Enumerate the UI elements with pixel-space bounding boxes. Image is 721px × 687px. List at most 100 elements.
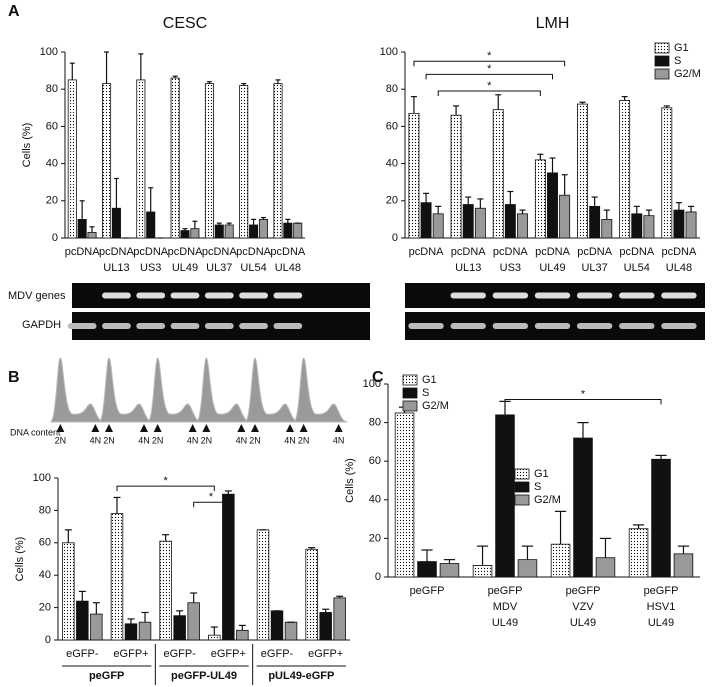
legend-label: G1 <box>422 374 437 386</box>
gel-band <box>273 292 303 299</box>
significance-bracket <box>116 485 215 492</box>
y-tick-label: 0 <box>45 634 51 646</box>
gel-band <box>450 292 486 299</box>
bar <box>214 224 224 239</box>
x-tick-label: eGFP+ <box>308 648 343 660</box>
x-tick-label: pcDNA <box>662 246 698 258</box>
peak-marker <box>153 424 162 432</box>
error-bar <box>92 602 100 615</box>
bar <box>394 412 415 578</box>
error-bar <box>645 209 652 216</box>
y-tick-label: 40 <box>369 494 381 506</box>
bar <box>472 565 493 578</box>
x-tick-label: eGFP- <box>163 648 196 660</box>
error-bar <box>322 608 330 613</box>
bar <box>258 218 268 239</box>
y-tick-label: 0 <box>375 571 381 583</box>
gel-band <box>661 323 697 329</box>
error-bar <box>127 618 135 624</box>
peak-marker <box>237 424 246 432</box>
error-bar <box>210 626 218 636</box>
bar <box>661 107 673 239</box>
x-tick-label: US3 <box>140 262 161 274</box>
bar <box>146 211 156 239</box>
bar <box>673 553 694 578</box>
x-tick-label: pcDNA <box>535 246 571 258</box>
bar <box>547 172 558 239</box>
significance-bracket <box>437 90 541 97</box>
y-tick-label: 20 <box>46 195 58 207</box>
error-bar <box>89 226 95 233</box>
gel-band <box>661 292 697 299</box>
bar <box>270 610 284 641</box>
gel-band <box>492 292 529 299</box>
bar <box>534 159 546 239</box>
x-tick-label: peGFP <box>410 585 445 597</box>
bar <box>628 528 649 578</box>
error-bar <box>603 209 610 220</box>
legend-label: S <box>534 481 541 493</box>
error-bar <box>507 190 514 205</box>
legend-label: S <box>422 387 429 399</box>
peak-label: 4N <box>284 435 296 445</box>
error-bar <box>241 83 247 86</box>
error-bar <box>521 545 534 560</box>
gel-row-label: MDV genes <box>8 290 66 302</box>
bar <box>77 218 87 239</box>
error-bar <box>275 79 281 84</box>
bar <box>651 458 671 578</box>
panel-label: B <box>8 369 20 386</box>
bar <box>222 493 235 641</box>
gel-band <box>408 323 444 329</box>
peak-marker <box>299 424 308 432</box>
error-bar <box>443 559 456 564</box>
gel-row-label: GAPDH <box>22 319 61 331</box>
peak-label: 2N <box>201 435 213 445</box>
significance-label: * <box>164 475 169 487</box>
bar <box>173 615 186 641</box>
legend-label: G2/M <box>534 494 561 506</box>
bar <box>170 77 180 239</box>
peak-label: 4N <box>333 435 345 445</box>
bar <box>577 103 588 239</box>
gel-band <box>239 323 268 329</box>
x-tick-label: UL48 <box>666 262 692 274</box>
significance-label: * <box>581 388 586 400</box>
significance-label: * <box>209 491 214 503</box>
error-bar <box>216 222 222 225</box>
flow-histogram <box>98 357 154 423</box>
x-tick-label: pcDNA <box>270 246 306 258</box>
error-bar <box>224 490 232 495</box>
x-tick-label: pcDNA <box>99 246 135 258</box>
bar <box>208 634 221 641</box>
gel-band <box>619 292 655 299</box>
error-bar <box>554 510 567 545</box>
y-tick-label: 100 <box>33 472 51 484</box>
x-tick-label: pcDNA <box>236 246 272 258</box>
group-label: peGFP-UL49 <box>171 670 237 682</box>
y-tick-label: 20 <box>386 195 398 207</box>
error-bar <box>453 105 460 116</box>
x-tick-label: MDV <box>493 601 518 613</box>
bar <box>619 99 631 239</box>
gel-band <box>619 323 655 329</box>
x-tick-label: UL49 <box>492 617 518 629</box>
gel-band <box>576 292 613 299</box>
panel-label: C <box>372 369 384 386</box>
peak-marker <box>91 424 100 432</box>
bar <box>67 79 77 239</box>
gel-band <box>102 323 131 329</box>
y-tick-label: 60 <box>369 455 381 467</box>
bar <box>595 557 616 578</box>
bar <box>256 529 270 641</box>
gel-band <box>492 323 529 329</box>
error-bar <box>285 218 291 224</box>
x-tick-label: eGFP- <box>261 648 294 660</box>
bar <box>589 205 601 239</box>
y-axis-title: Cells (%) <box>14 537 26 582</box>
peak-label: 2N <box>249 435 261 445</box>
bar <box>293 222 303 239</box>
x-tick-label: UL54 <box>624 262 650 274</box>
error-bar <box>599 537 612 558</box>
x-tick-label: pcDNA <box>65 246 101 258</box>
